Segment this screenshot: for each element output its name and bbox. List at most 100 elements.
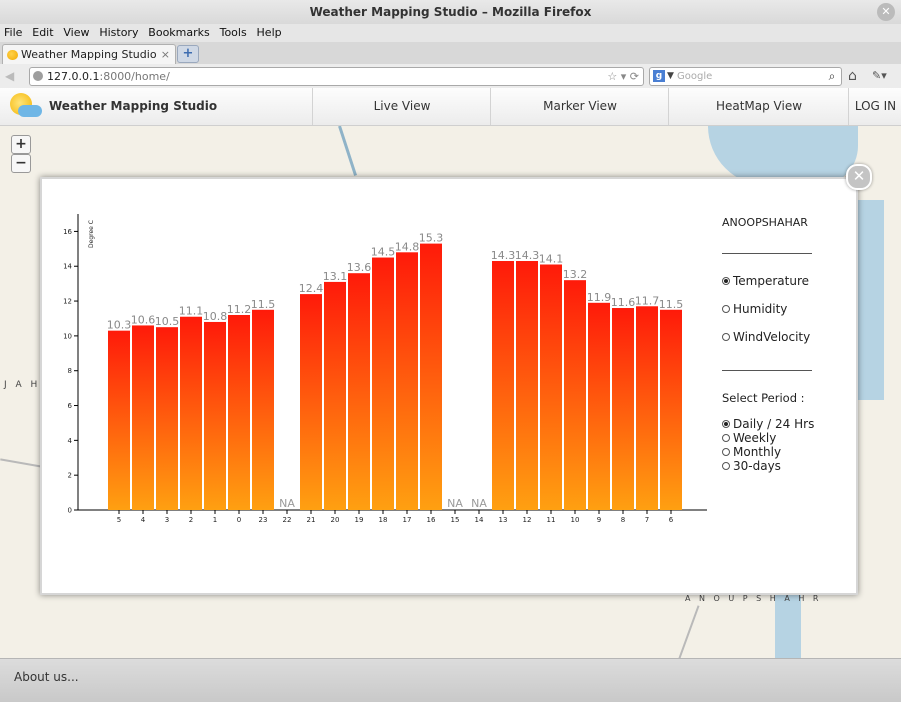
bar[interactable] — [396, 252, 418, 510]
site-identity-icon[interactable] — [33, 71, 43, 81]
x-tick-label: 19 — [355, 516, 364, 524]
chevron-down-icon[interactable]: ▼ — [667, 71, 674, 81]
menu-view[interactable]: View — [63, 26, 90, 39]
menu-bookmarks[interactable]: Bookmarks — [148, 26, 210, 39]
period-label: Daily / 24 Hrs — [733, 417, 815, 431]
tab-close-icon[interactable]: × — [160, 48, 170, 61]
radio-windvelocity[interactable] — [722, 333, 730, 341]
bar-value-label: 10.3 — [107, 319, 132, 332]
url-bar[interactable]: 127.0.0.1:8000/home/ ☆ ▾ ⟳ — [29, 67, 644, 86]
bar[interactable] — [108, 330, 130, 510]
radio-30days[interactable] — [722, 462, 730, 470]
bar[interactable] — [372, 257, 394, 510]
site-navbar — [0, 88, 901, 126]
tools-menu-icon[interactable]: ✎▾ — [872, 69, 887, 82]
menu-history[interactable]: History — [99, 26, 139, 39]
back-arrow-icon[interactable]: ◀ — [5, 69, 15, 83]
missing-data-label: NA — [471, 497, 487, 510]
radio-daily[interactable] — [722, 420, 730, 428]
window-close-icon[interactable]: ✕ — [877, 3, 895, 21]
radio-humidity[interactable] — [722, 305, 730, 313]
bar-value-label: 14.1 — [539, 252, 564, 265]
bar[interactable] — [324, 281, 346, 510]
site-title[interactable]: Weather Mapping Studio — [49, 99, 218, 113]
bar-value-label: 10.5 — [155, 315, 180, 328]
period-30days[interactable]: 30-days — [722, 459, 842, 473]
footer: About us... — [0, 658, 901, 702]
bar[interactable] — [588, 302, 610, 510]
x-tick-label: 9 — [597, 516, 601, 524]
y-tick-label: 0 — [68, 507, 72, 515]
bar-value-label: 11.1 — [179, 305, 204, 318]
y-tick-label: 2 — [68, 472, 72, 480]
menu-edit[interactable]: Edit — [32, 26, 54, 39]
bar-value-label: 13.1 — [323, 270, 348, 283]
metric-label: Temperature — [733, 274, 810, 288]
bar[interactable] — [156, 327, 178, 510]
search-bar[interactable]: g ▼ Google ⌕ — [649, 67, 842, 86]
nav-marker-view[interactable]: Marker View — [490, 88, 669, 125]
bar-value-label: 15.3 — [419, 232, 444, 245]
bar-value-label: 10.8 — [203, 310, 228, 323]
nav-live-view[interactable]: Live View — [312, 88, 491, 125]
period-monthly[interactable]: Monthly — [722, 445, 842, 459]
bar[interactable] — [636, 306, 658, 510]
bar[interactable] — [540, 264, 562, 510]
river — [856, 200, 884, 400]
x-tick-label: 0 — [237, 516, 241, 524]
weather-logo-icon[interactable] — [8, 91, 42, 121]
search-icon[interactable]: ⌕ — [828, 69, 836, 83]
metric-windvelocity[interactable]: WindVelocity — [722, 330, 842, 344]
tab-weather-mapping-studio[interactable]: Weather Mapping Studio × — [2, 44, 176, 65]
map-label-jahangirabad: J A H A — [4, 380, 56, 390]
favicon-sun-icon — [7, 50, 18, 60]
bar[interactable] — [180, 316, 202, 510]
bar[interactable] — [420, 243, 442, 510]
bar[interactable] — [660, 309, 682, 510]
about-us-link[interactable]: About us... — [14, 670, 79, 684]
metric-label: WindVelocity — [733, 330, 811, 344]
bar[interactable] — [612, 308, 634, 510]
window-title-bar: Weather Mapping Studio – Mozilla Firefox — [0, 0, 901, 24]
bar[interactable] — [492, 261, 514, 510]
bar[interactable] — [132, 325, 154, 510]
bar[interactable] — [300, 294, 322, 510]
bar-value-label: 13.2 — [563, 268, 588, 281]
metric-temperature[interactable]: Temperature — [722, 274, 842, 288]
nav-heatmap-view[interactable]: HeatMap View — [668, 88, 849, 125]
radio-temperature[interactable] — [722, 277, 730, 285]
radio-weekly[interactable] — [722, 434, 730, 442]
zoom-out-button[interactable]: − — [11, 154, 31, 173]
period-label: Weekly — [733, 431, 777, 445]
period-weekly[interactable]: Weekly — [722, 431, 842, 445]
menu-file[interactable]: File — [4, 26, 23, 39]
menu-help[interactable]: Help — [256, 26, 282, 39]
metric-humidity[interactable]: Humidity — [722, 302, 842, 316]
radio-monthly[interactable] — [722, 448, 730, 456]
x-tick-label: 7 — [645, 516, 649, 524]
bar[interactable] — [228, 314, 250, 510]
tab-label: Weather Mapping Studio — [21, 48, 157, 61]
period-daily[interactable]: Daily / 24 Hrs — [722, 417, 842, 431]
new-tab-button[interactable]: + — [177, 45, 199, 63]
bar[interactable] — [516, 261, 538, 510]
nav-log-in[interactable]: LOG IN — [848, 88, 901, 125]
bar-value-label: 14.8 — [395, 240, 420, 253]
zoom-in-button[interactable]: + — [11, 135, 31, 154]
bar[interactable] — [252, 309, 274, 510]
bar-value-label: 11.5 — [659, 298, 684, 311]
bar-value-label: 10.6 — [131, 313, 156, 326]
missing-data-label: NA — [279, 497, 295, 510]
bar[interactable] — [348, 273, 370, 510]
home-icon[interactable]: ⌂ — [848, 68, 857, 84]
bar[interactable] — [564, 280, 586, 510]
x-tick-label: 4 — [141, 516, 146, 524]
url-text[interactable]: 127.0.0.1:8000/home/ — [47, 68, 170, 85]
google-engine-icon[interactable]: g — [653, 70, 665, 82]
search-input[interactable]: Google — [677, 71, 713, 82]
bar[interactable] — [204, 321, 226, 510]
close-icon[interactable]: ✕ — [846, 164, 872, 190]
menu-tools[interactable]: Tools — [219, 26, 247, 39]
x-tick-label: 17 — [403, 516, 412, 524]
bookmark-star-icon[interactable]: ☆ ▾ ⟳ — [607, 70, 639, 83]
